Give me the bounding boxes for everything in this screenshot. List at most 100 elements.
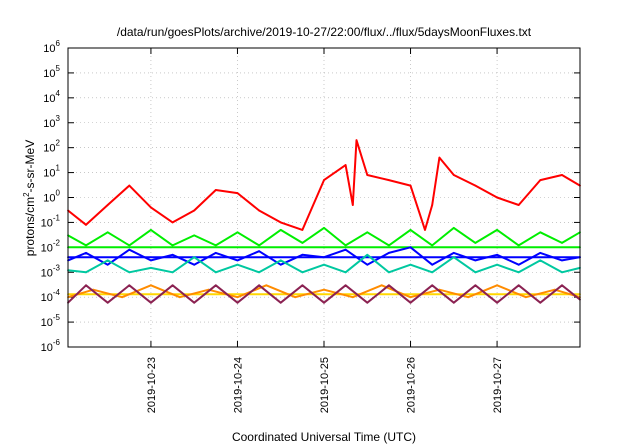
series-line-8 [67, 284, 581, 299]
series-4-point [496, 253, 498, 256]
series-2-point [85, 244, 87, 247]
chart-title: /data/run/goesPlots/archive/2019-10-27/2… [117, 25, 532, 39]
series-2-point [236, 231, 239, 234]
series-1-point [496, 196, 498, 199]
y-tick-exponent: 1 [56, 164, 61, 173]
series-8-point [525, 296, 527, 299]
series-9-point [150, 301, 152, 304]
y-tick-exponent: 4 [56, 89, 61, 98]
plot-area [67, 139, 581, 304]
series-2-point [561, 242, 563, 244]
y-tick-base: 10 [43, 93, 55, 105]
y-tick-label: 10-3 [41, 263, 61, 279]
series-4-point [279, 263, 282, 266]
series-6-point [452, 256, 455, 259]
y-tick-label: 103 [43, 114, 60, 130]
series-4-point [214, 252, 217, 254]
series-8-point [409, 296, 412, 299]
series-1-point [388, 179, 390, 182]
series-9-point [85, 284, 87, 287]
series-2-point [301, 242, 304, 244]
y-tick-label: 10-6 [41, 338, 61, 354]
series-9-point [128, 284, 131, 287]
series-2-point [279, 229, 282, 231]
series-1-point [106, 204, 109, 206]
series-8-point [150, 284, 152, 287]
y-tick-exponent: -5 [53, 313, 61, 322]
series-1-point [438, 156, 441, 159]
y-tick-label: 105 [43, 64, 60, 80]
series-1-point [193, 209, 196, 212]
series-2-point [452, 227, 455, 229]
series-2-point [193, 234, 196, 237]
series-6-point [193, 256, 196, 259]
series-9-point [323, 301, 325, 304]
y-tick-base: 10 [43, 68, 55, 80]
y-axis-label-main: protons/cm [23, 197, 37, 256]
y-tick-exponent: -2 [53, 238, 61, 247]
series-2-point [388, 244, 390, 247]
series-1-point [561, 174, 563, 176]
series-6-point [496, 263, 498, 266]
y-tick-label: 100 [43, 189, 60, 205]
series-6-point [323, 263, 325, 266]
series-9-point [452, 301, 455, 304]
y-tick-exponent: 3 [56, 114, 61, 123]
series-2-point [496, 229, 498, 231]
y-tick-exponent: -1 [53, 213, 61, 222]
y-tick-exponent: 5 [56, 64, 61, 73]
y-tick-base: 10 [43, 143, 55, 155]
x-tick-label: 2019-10-25 [319, 357, 331, 413]
y-tick-exponent: -6 [53, 338, 61, 347]
y-axis-ticks: 10610510410310210110010-110-210-310-410-… [41, 39, 580, 354]
x-axis-ticks: 2019-10-23 2019-10-24 2019-10-25 2019-10-26… [146, 48, 504, 413]
y-axis-label: protons/cm2-s-sr-MeV [22, 140, 37, 256]
y-tick-label: 10-5 [41, 313, 61, 329]
series-1-point [128, 184, 131, 187]
series-9-point [474, 284, 477, 287]
series-4-point [561, 259, 563, 262]
series-1-point [236, 192, 239, 195]
y-tick-base: 10 [41, 267, 53, 279]
series-1-point [301, 229, 304, 231]
series-6-point [344, 271, 347, 274]
series-4-point [128, 248, 131, 251]
series-1-point [323, 179, 325, 182]
series-4-point [236, 259, 239, 262]
series-9-point [279, 301, 282, 304]
y-tick-base: 10 [43, 118, 55, 130]
series-4-point [452, 252, 455, 254]
y-tick-exponent: -4 [53, 288, 61, 297]
y-tick-exponent: -3 [53, 263, 61, 272]
series-1-point [351, 204, 354, 206]
series-4-point [85, 252, 87, 254]
series-6-point [474, 271, 477, 274]
series-6-point [539, 259, 542, 262]
y-axis-label-units: -s-sr-MeV [23, 140, 37, 193]
series-1-point [344, 164, 347, 167]
series-4-point [193, 263, 196, 266]
series-1-point [517, 204, 520, 206]
series-2-point [106, 231, 109, 234]
series-6-point [561, 271, 563, 274]
y-tick-exponent: 2 [56, 139, 61, 148]
series-6-point [388, 271, 390, 274]
series-1-point [258, 209, 260, 212]
series-8-point [351, 296, 354, 299]
series-8-point [467, 296, 470, 299]
series-4-point [106, 263, 109, 266]
series-9-point [431, 284, 434, 287]
series-9-point [517, 284, 520, 287]
series-4-point [366, 263, 369, 266]
series-6-point [236, 263, 239, 266]
series-8-point [323, 288, 325, 291]
series-1-point [452, 174, 455, 176]
series-6-point [171, 271, 174, 274]
y-tick-base: 10 [41, 342, 53, 354]
series-1-point [474, 184, 477, 187]
series-9-point [301, 284, 304, 287]
series-2-point [344, 244, 347, 247]
series-1-point [150, 206, 152, 209]
y-tick-base: 10 [41, 292, 53, 304]
